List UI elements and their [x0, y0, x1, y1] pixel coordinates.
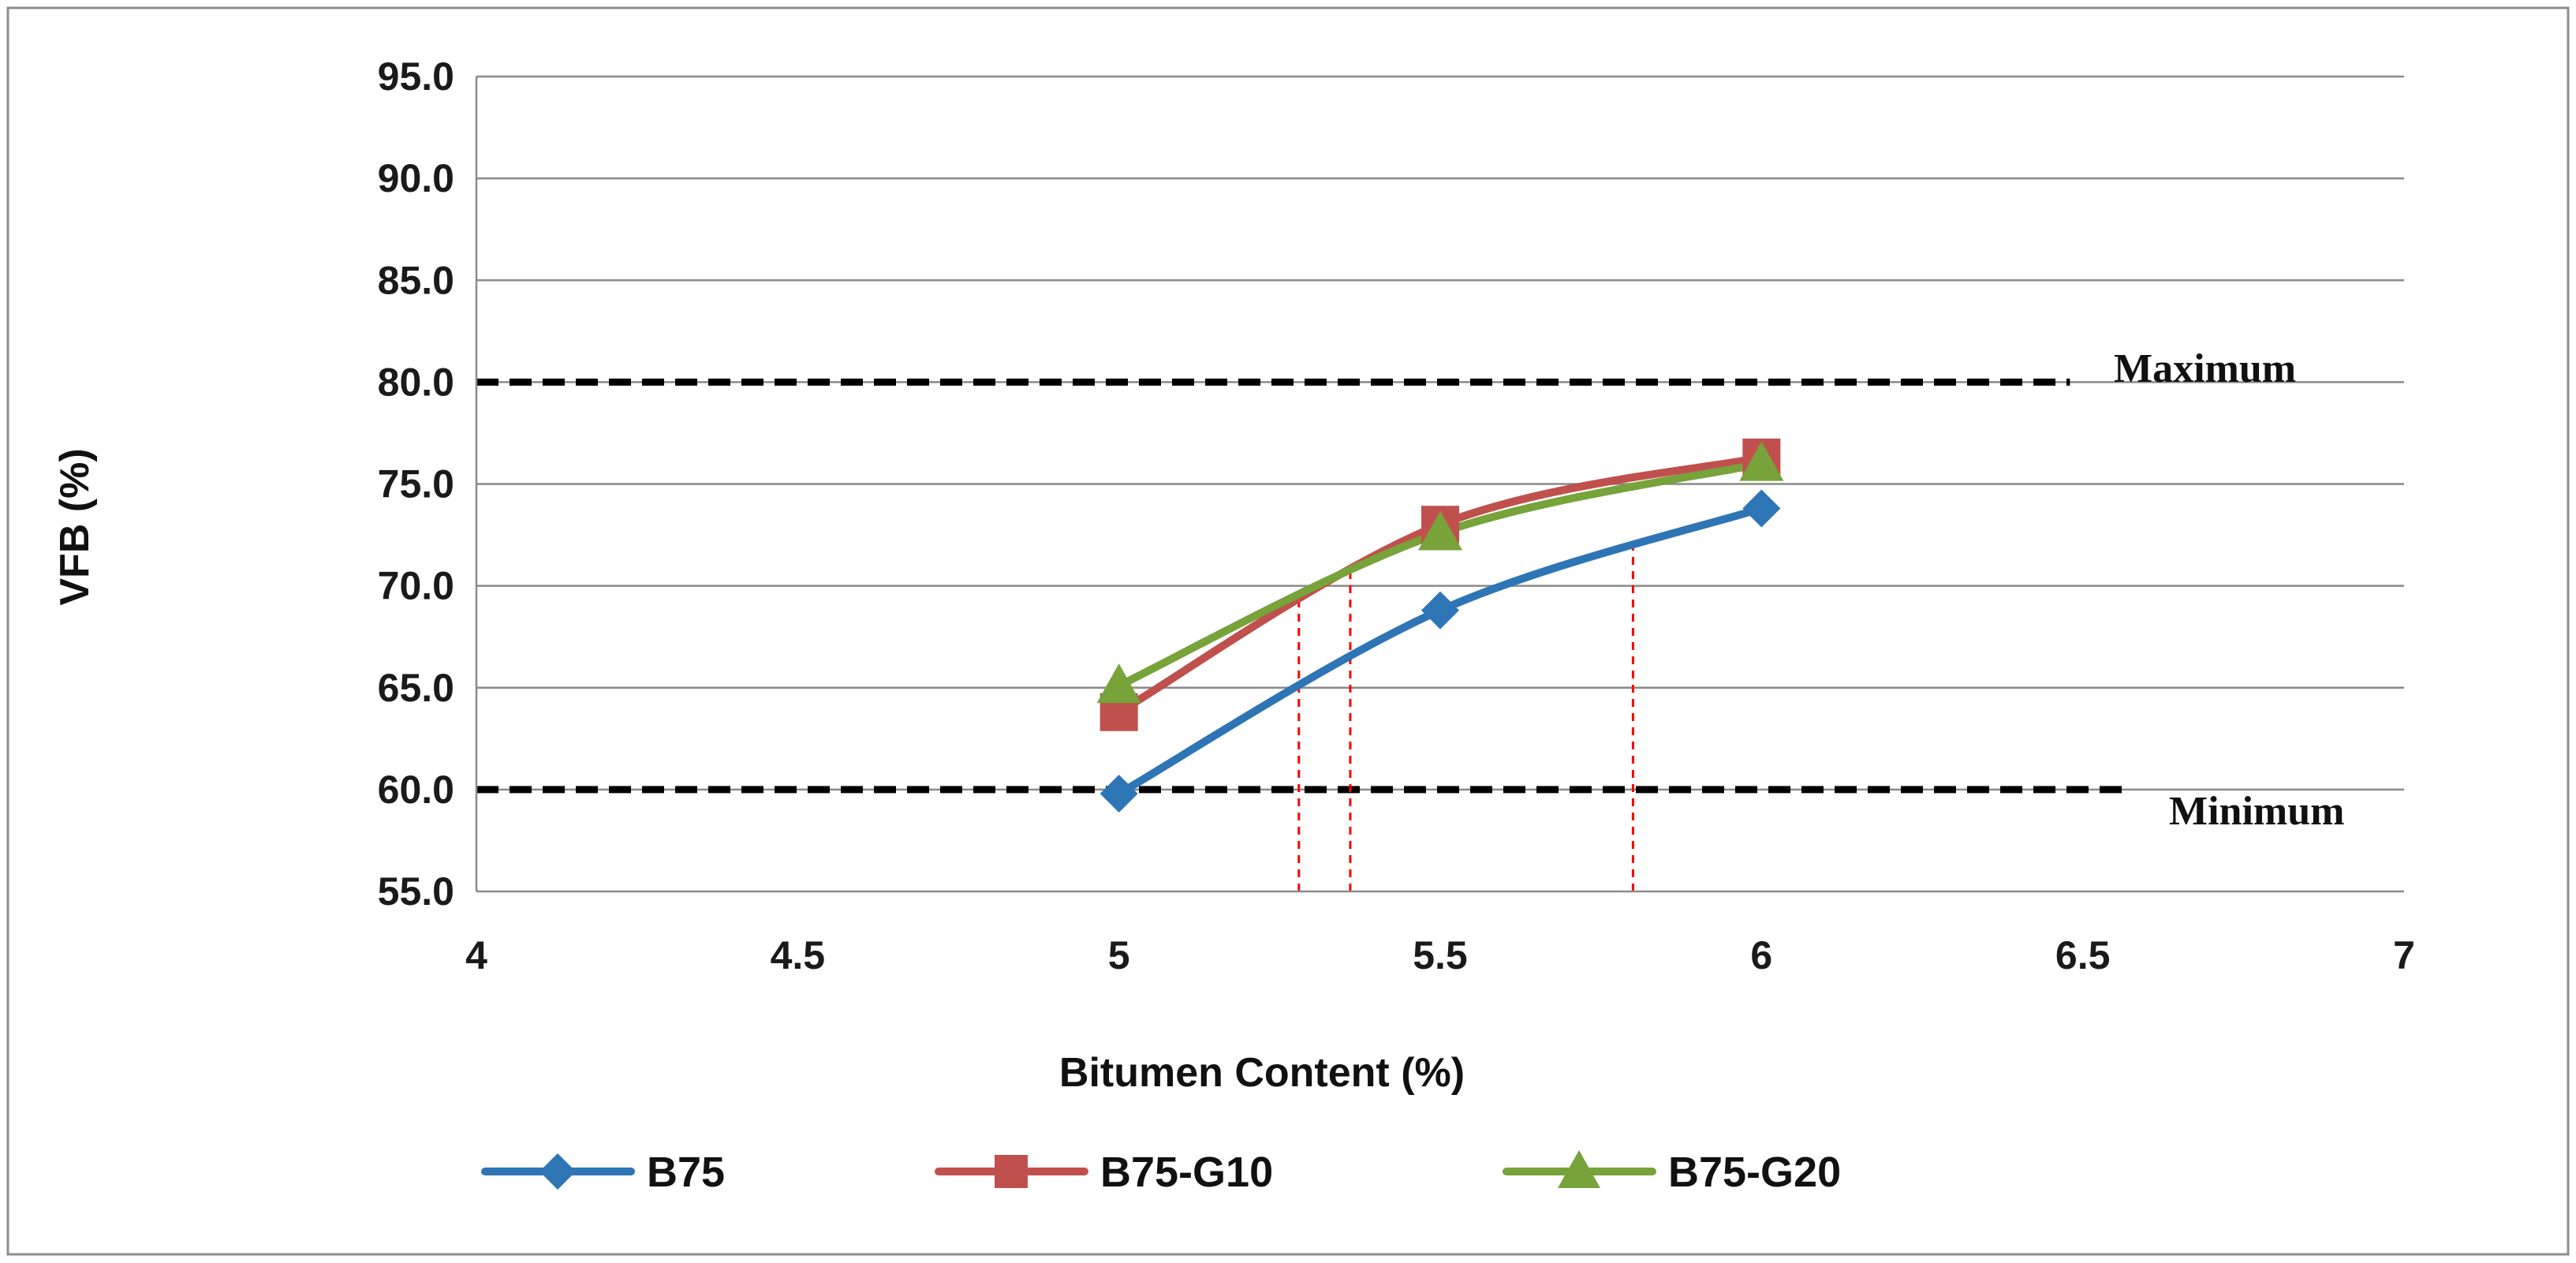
series-markers — [1096, 438, 1784, 813]
data-point-b75-6 — [1742, 489, 1781, 528]
y-tick-label-80-0: 80.0 — [378, 360, 454, 404]
legend-item-b75-g20: B75-G20 — [1503, 1149, 1841, 1196]
legend-marker-b75-g20 — [1558, 1150, 1600, 1188]
x-tick-label-6-5: 6.5 — [2055, 933, 2111, 977]
legend-label-b75-g10: B75-G10 — [1100, 1149, 1273, 1196]
y-tick-label-95-0: 95.0 — [378, 54, 454, 99]
legend-label-b75: B75 — [647, 1149, 725, 1196]
x-tick-label-5-5: 5.5 — [1413, 933, 1468, 977]
legend-label-b75-g20: B75-G20 — [1668, 1149, 1841, 1196]
y-tick-label-70-0: 70.0 — [378, 564, 454, 608]
y-tick-label-90-0: 90.0 — [378, 156, 454, 200]
chart-frame — [6, 6, 2570, 1256]
y-tick-label-55-0: 55.0 — [378, 869, 454, 914]
x-axis-title: Bitumen Content (%) — [1059, 1050, 1465, 1096]
legend-item-b75-g10: B75-G10 — [935, 1149, 1273, 1196]
y-tick-label-85-0: 85.0 — [378, 258, 454, 302]
y-tick-label-60-0: 60.0 — [378, 768, 454, 812]
x-tick-label-6: 6 — [1750, 933, 1772, 977]
x-tick-label-4-5: 4.5 — [771, 933, 826, 977]
x-tick-label-7: 7 — [2393, 933, 2415, 977]
data-point-b75-5-5 — [1421, 591, 1459, 630]
data-point-b75-g20-5-5 — [1418, 510, 1462, 551]
y-tick-label-65-0: 65.0 — [378, 666, 454, 710]
reference-lines — [476, 378, 2128, 794]
x-tick-label-5: 5 — [1108, 933, 1130, 977]
y-tick-label-75-0: 75.0 — [378, 462, 454, 506]
legend-marker-b75 — [539, 1153, 576, 1190]
legend-item-b75: B75 — [481, 1149, 725, 1196]
legend-marker-b75-g10 — [995, 1155, 1028, 1188]
legend: B75 B75-G10 B75-G20 — [481, 1149, 1841, 1196]
maximum-label: Maximum — [2114, 346, 2296, 391]
x-tick-label-4: 4 — [465, 933, 487, 977]
data-point-b75-5 — [1099, 775, 1138, 813]
data-point-b75-g20-5 — [1096, 663, 1141, 704]
minimum-label: Minimum — [2169, 789, 2344, 834]
data-point-b75-g20-6 — [1739, 441, 1784, 481]
axes: 55.0 60.0 65.0 70.0 75.0 80.0 85.0 90.0 95.0 4 4.5… — [378, 54, 2415, 977]
y-axis-title: VFB (%) — [52, 448, 98, 605]
guide-lines — [1297, 539, 1634, 891]
